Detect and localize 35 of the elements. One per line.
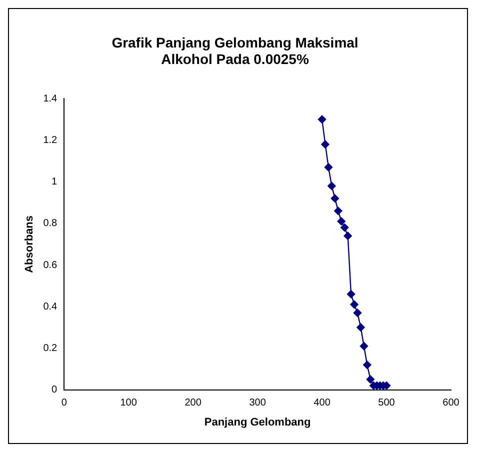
- point: [318, 115, 326, 124]
- point: [330, 194, 340, 203]
- x-tick-label: 200: [184, 398, 202, 409]
- x-tick-label: 400: [314, 398, 331, 409]
- point: [346, 290, 356, 298]
- x-tick-label: 100: [120, 398, 138, 409]
- x-tick-label: 0: [61, 398, 68, 409]
- text: Alkohol Pada 0.0025%: [161, 51, 309, 68]
- y-tick-label: 0.4: [43, 301, 58, 312]
- y-tick-label: 1.4: [43, 93, 58, 104]
- y-tick-label: 0.2: [43, 342, 58, 354]
- point: [337, 217, 346, 226]
- point: [363, 360, 372, 369]
- point: [328, 182, 336, 190]
- y-tick-label: 0.8: [43, 218, 58, 230]
- x-axis-title: Panjang Gelombang: [204, 416, 311, 428]
- point: [321, 140, 330, 148]
- text: Grafik Panjang Gelombang Maksimal: [112, 34, 358, 50]
- y-tick-label: 1.2: [43, 134, 58, 146]
- x-tick-label: 300: [249, 398, 266, 409]
- point: [350, 300, 358, 309]
- point: [340, 223, 349, 232]
- point: [334, 206, 342, 216]
- x-tick-label: 600: [442, 398, 460, 409]
- y-tick-label: 0: [52, 384, 58, 396]
- point: [353, 308, 362, 317]
- point: [344, 232, 352, 240]
- point: [324, 163, 333, 172]
- y-tick-label: 0.6: [43, 260, 58, 271]
- y-tick-label: 1: [52, 176, 58, 188]
- point: [366, 375, 374, 384]
- x-tick-label: 500: [378, 398, 396, 409]
- point: [356, 323, 365, 332]
- point: [360, 342, 368, 350]
- y-axis-title: Absorbans: [24, 215, 36, 273]
